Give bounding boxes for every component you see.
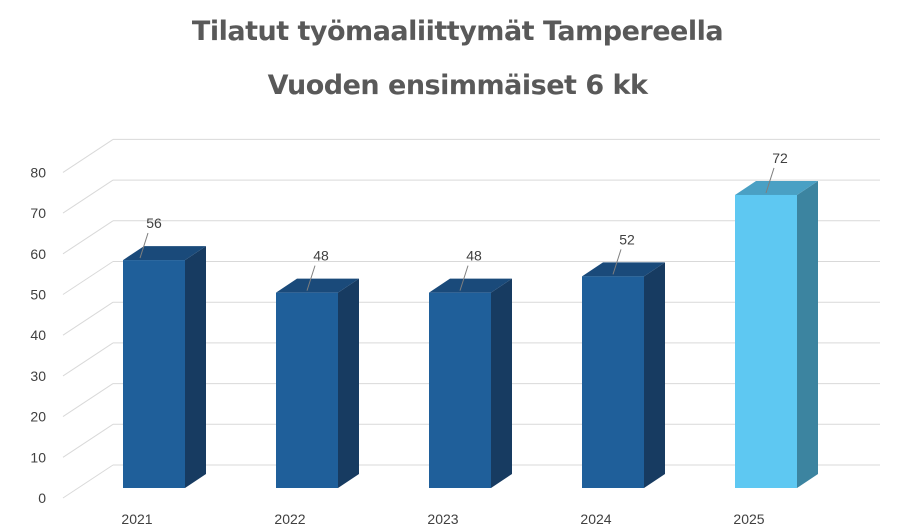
bar-top [276, 278, 359, 293]
y-tick-label: 0 [38, 490, 46, 506]
bar-top [735, 180, 818, 195]
bar-top [582, 262, 665, 277]
bar-2025 [735, 180, 818, 488]
gridline-diagonal [62, 423, 114, 458]
x-tick-label: 2024 [580, 511, 611, 527]
gridline-diagonal [62, 179, 114, 214]
y-tick-label: 40 [30, 327, 46, 343]
bar-2021 [123, 246, 206, 488]
data-label-leader [139, 232, 149, 259]
gridline-diagonal [62, 464, 114, 499]
bar-side [644, 262, 665, 488]
y-tick-label: 60 [30, 246, 46, 262]
gridline-diagonal [62, 220, 114, 255]
data-label-leader [306, 265, 316, 291]
chart-subtitle: Vuoden ensimmäiset 6 kk [267, 70, 648, 101]
data-labels: 56 48 48 52 72 [139, 150, 788, 291]
data-label-leader [765, 167, 775, 194]
gridline-diagonal [62, 138, 114, 173]
bar-front [429, 292, 491, 488]
x-axis-ticks: 2021 2022 2023 2024 2025 [121, 511, 764, 527]
x-tick-label: 2021 [121, 511, 152, 527]
bar-side [491, 278, 512, 488]
bar-front [582, 276, 644, 488]
y-tick-label: 50 [30, 287, 46, 303]
y-tick-label: 20 [30, 409, 46, 425]
y-tick-label: 10 [30, 449, 46, 465]
gridline-diagonal [62, 383, 114, 418]
gridline-diagonal [62, 301, 114, 336]
bar-side [797, 180, 818, 488]
y-tick-label: 80 [30, 164, 46, 180]
data-label-leader [612, 249, 622, 275]
x-tick-label: 2022 [274, 511, 305, 527]
y-tick-label: 30 [30, 368, 46, 384]
data-label: 48 [466, 248, 482, 264]
data-label: 52 [619, 231, 635, 247]
x-tick-label: 2025 [733, 511, 764, 527]
bar-top [123, 246, 206, 261]
bar-side [338, 278, 359, 488]
bar-2023 [429, 278, 512, 488]
data-label: 72 [772, 150, 788, 166]
y-axis-ticks: 0 10 20 30 40 50 60 70 80 [30, 164, 46, 506]
bars [123, 180, 818, 488]
bar-front [735, 194, 797, 488]
data-label-leader [459, 265, 469, 291]
bar-2024 [582, 262, 665, 488]
data-label: 48 [313, 248, 329, 264]
chart-title: Tilatut työmaaliittymät Tampereella [191, 16, 724, 47]
gridline-diagonal [62, 342, 114, 377]
bar-2022 [276, 278, 359, 488]
bar-front [276, 292, 338, 488]
y-tick-label: 70 [30, 205, 46, 221]
x-tick-label: 2023 [427, 511, 458, 527]
gridline-diagonal [62, 261, 114, 295]
bar-top [429, 278, 512, 293]
bar-front [123, 260, 185, 488]
data-label: 56 [146, 215, 162, 231]
bar-side [185, 246, 206, 488]
